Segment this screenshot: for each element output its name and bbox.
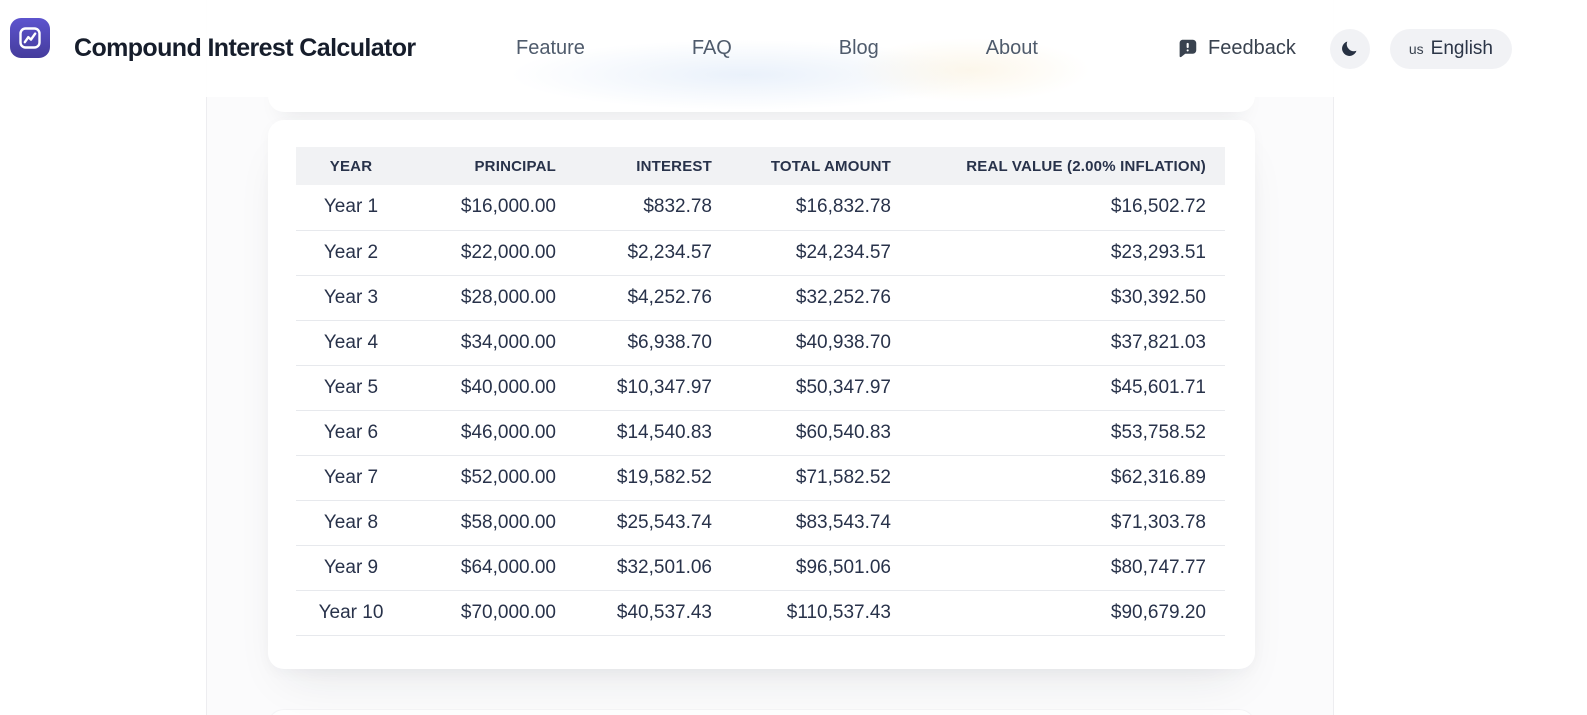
column-header-total-amount: TOTAL AMOUNT: [770, 157, 891, 175]
next-card-edge: [268, 710, 1255, 715]
table-row: Year 9 $64,000.00 $32,501.06 $96,501.06 …: [296, 545, 1225, 591]
interest-cell: $19,582.52: [556, 455, 712, 501]
feedback-icon: [1177, 38, 1198, 59]
page-title: Compound Interest Calculator: [74, 34, 416, 62]
dark-mode-toggle[interactable]: [1329, 28, 1370, 69]
year-cell: Year 5: [296, 365, 406, 411]
nav-item-blog[interactable]: Blog: [838, 37, 879, 59]
language-code: us: [1408, 40, 1424, 57]
total-amount-cell: $83,543.74: [712, 500, 891, 546]
interest-cell: $6,938.70: [556, 320, 712, 366]
language-selector[interactable]: us English: [1389, 28, 1512, 69]
table-row: Year 1 $16,000.00 $832.78 $16,832.78 $16…: [296, 185, 1225, 231]
year-cell: Year 2: [296, 230, 406, 276]
table-row: Year 2 $22,000.00 $2,234.57 $24,234.57 $…: [296, 230, 1225, 276]
table-row: Year 6 $46,000.00 $14,540.83 $60,540.83 …: [296, 410, 1225, 456]
table-row: Year 4 $34,000.00 $6,938.70 $40,938.70 $…: [296, 320, 1225, 366]
nav-item-about[interactable]: About: [985, 37, 1038, 59]
total-amount-cell: $40,938.70: [712, 320, 891, 366]
interest-cell: $10,347.97: [556, 365, 712, 411]
principal-cell: $52,000.00: [406, 455, 556, 501]
column-header-year: YEAR: [329, 157, 373, 175]
year-cell: Year 10: [296, 590, 406, 636]
total-amount-cell: $32,252.76: [712, 275, 891, 321]
interest-cell: $14,540.83: [556, 410, 712, 456]
principal-cell: $64,000.00: [406, 545, 556, 591]
total-amount-cell: $24,234.57: [712, 230, 891, 276]
nav-item-feature[interactable]: Feature: [516, 37, 585, 59]
table-row: Year 5 $40,000.00 $10,347.97 $50,347.97 …: [296, 365, 1225, 411]
principal-cell: $34,000.00: [406, 320, 556, 366]
real-value-cell: $37,821.03: [891, 320, 1225, 366]
table-row: Year 7 $52,000.00 $19,582.52 $71,582.52 …: [296, 455, 1225, 501]
real-value-cell: $30,392.50: [891, 275, 1225, 321]
principal-cell: $28,000.00: [406, 275, 556, 321]
interest-cell: $832.78: [556, 185, 712, 231]
interest-cell: $32,501.06: [556, 545, 712, 591]
moon-icon: [1340, 39, 1359, 58]
real-value-cell: $16,502.72: [891, 185, 1225, 231]
table-row: Year 8 $58,000.00 $25,543.74 $83,543.74 …: [296, 500, 1225, 546]
principal-cell: $22,000.00: [406, 230, 556, 276]
column-header-principal: PRINCIPAL: [474, 157, 556, 175]
yearly-breakdown-table: YEAR PRINCIPAL INTEREST TOTAL AMOUNT REA…: [296, 147, 1225, 636]
header-controls: Feedback us English: [1177, 0, 1512, 97]
principal-cell: $58,000.00: [406, 500, 556, 546]
year-cell: Year 4: [296, 320, 406, 366]
real-value-cell: $23,293.51: [891, 230, 1225, 276]
table-body: Year 1 $16,000.00 $832.78 $16,832.78 $16…: [296, 185, 1225, 636]
total-amount-cell: $16,832.78: [712, 185, 891, 231]
real-value-cell: $71,303.78: [891, 500, 1225, 546]
table-row: Year 3 $28,000.00 $4,252.76 $32,252.76 $…: [296, 275, 1225, 321]
yearly-breakdown-card: YEAR PRINCIPAL INTEREST TOTAL AMOUNT REA…: [268, 120, 1255, 669]
feedback-button[interactable]: Feedback: [1177, 37, 1296, 60]
real-value-cell: $45,601.71: [891, 365, 1225, 411]
total-amount-cell: $50,347.97: [712, 365, 891, 411]
top-navigation-bar: Compound Interest Calculator Feature FAQ…: [0, 0, 1587, 110]
interest-cell: $40,537.43: [556, 590, 712, 636]
principal-cell: $16,000.00: [406, 185, 556, 231]
table-row: Year 10 $70,000.00 $40,537.43 $110,537.4…: [296, 590, 1225, 636]
total-amount-cell: $71,582.52: [712, 455, 891, 501]
nav-item-faq[interactable]: FAQ: [691, 37, 732, 59]
total-amount-cell: $110,537.43: [712, 590, 891, 636]
table-header-row: YEAR PRINCIPAL INTEREST TOTAL AMOUNT REA…: [296, 147, 1225, 185]
principal-cell: $40,000.00: [406, 365, 556, 411]
feedback-label: Feedback: [1208, 37, 1296, 59]
real-value-cell: $62,316.89: [891, 455, 1225, 501]
interest-cell: $4,252.76: [556, 275, 712, 321]
column-header-interest: INTEREST: [636, 157, 712, 175]
app-logo-icon[interactable]: [10, 18, 50, 58]
principal-cell: $70,000.00: [406, 590, 556, 636]
principal-cell: $46,000.00: [406, 410, 556, 456]
main-nav: Feature FAQ Blog About: [516, 0, 1038, 97]
column-header-real-value: REAL VALUE (2.00% INFLATION): [966, 157, 1206, 175]
real-value-cell: $80,747.77: [891, 545, 1225, 591]
real-value-cell: $53,758.52: [891, 410, 1225, 456]
language-name: English: [1430, 37, 1493, 59]
year-cell: Year 9: [296, 545, 406, 591]
interest-cell: $2,234.57: [556, 230, 712, 276]
year-cell: Year 6: [296, 410, 406, 456]
total-amount-cell: $60,540.83: [712, 410, 891, 456]
year-cell: Year 8: [296, 500, 406, 546]
year-cell: Year 7: [296, 455, 406, 501]
total-amount-cell: $96,501.06: [712, 545, 891, 591]
year-cell: Year 1: [296, 185, 406, 231]
real-value-cell: $90,679.20: [891, 590, 1225, 636]
interest-cell: $25,543.74: [556, 500, 712, 546]
year-cell: Year 3: [296, 275, 406, 321]
